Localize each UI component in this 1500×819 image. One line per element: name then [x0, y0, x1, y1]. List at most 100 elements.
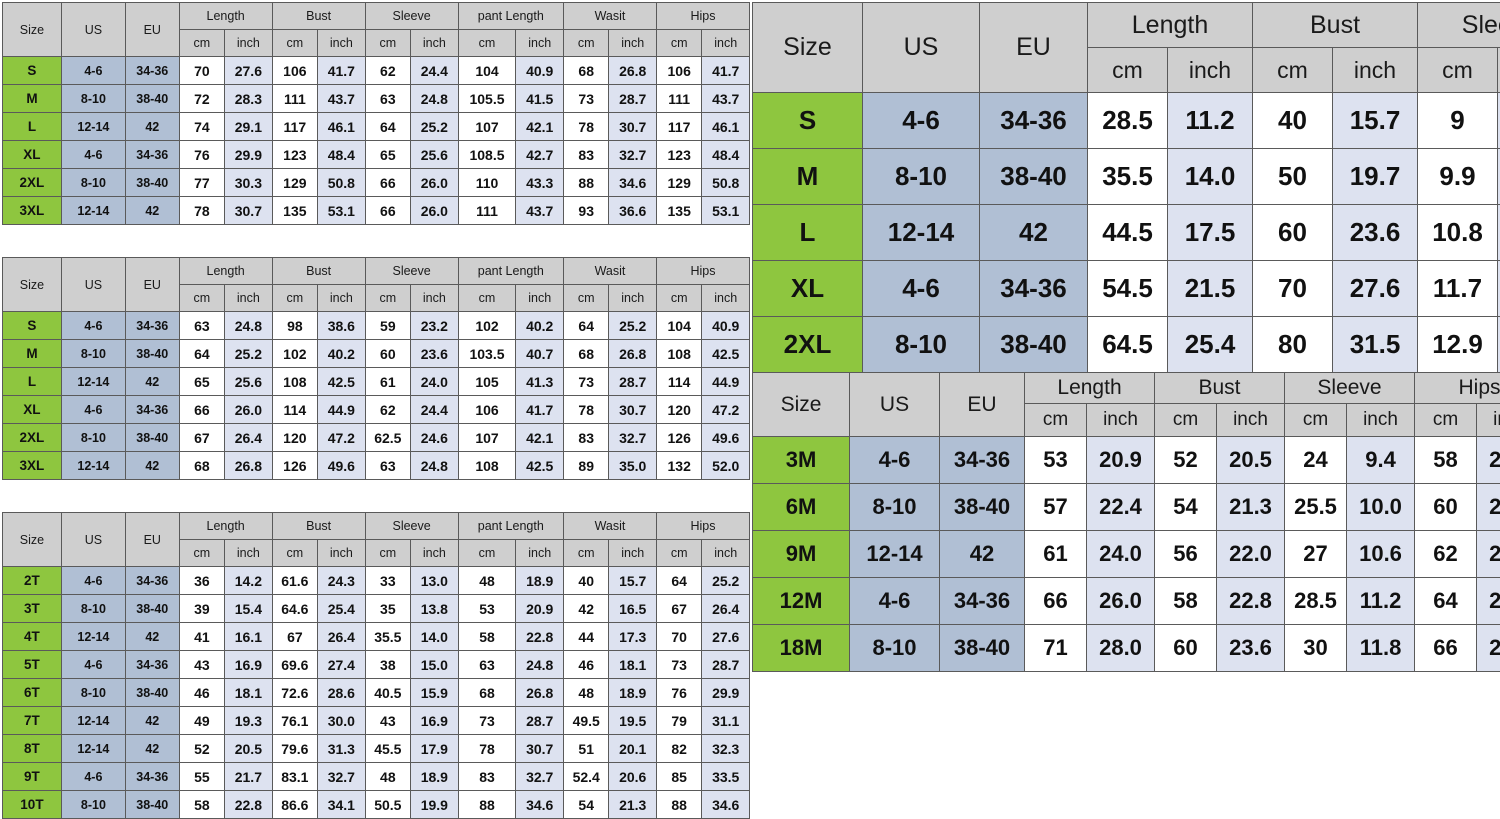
cell-measure-cm: 67 [272, 623, 317, 651]
cell-us: 12-14 [61, 623, 125, 651]
cell-measure-cm: 76 [656, 679, 701, 707]
cell-measure-inch: 26.8 [609, 340, 657, 368]
cell-measure-cm: 54 [563, 791, 608, 819]
cell-measure-cm: 65 [179, 368, 224, 396]
cell-measure-inch: 53.1 [318, 197, 366, 225]
cell-measure-inch: 19.7 [1333, 149, 1418, 205]
cell-measure-inch: 24.0 [411, 368, 459, 396]
cell-measure-cm: 74 [179, 113, 224, 141]
cell-measure-cm: 86.6 [272, 791, 317, 819]
cell-measure-inch: 23.6 [1333, 205, 1418, 261]
header-unit-cm: cm [1025, 404, 1087, 437]
cell-measure-cm: 35 [365, 595, 410, 623]
header-unit-inch: inch [411, 540, 459, 567]
cell-measure-cm: 106 [656, 57, 701, 85]
cell-measure-inch: 9.4 [1347, 437, 1415, 484]
header-unit-inch: inch [609, 285, 657, 312]
header-unit-inch: inch [516, 30, 564, 57]
header-unit-cm: cm [272, 30, 317, 57]
header-group-bust: Bust [272, 3, 365, 30]
cell-measure-cm: 59 [365, 312, 410, 340]
cell-measure-cm: 35.5 [1088, 149, 1168, 205]
cell-measure-inch: 29.9 [702, 679, 750, 707]
cell-measure-cm: 61.6 [272, 567, 317, 595]
cell-measure-cm: 85 [656, 763, 701, 791]
cell-measure-cm: 108.5 [458, 141, 516, 169]
cell-measure-inch: 23.6 [1477, 484, 1500, 531]
cell-measure-inch: 18.9 [516, 567, 564, 595]
cell-measure-cm: 76.1 [272, 707, 317, 735]
cell-eu: 42 [125, 735, 179, 763]
cell-us: 12-14 [61, 452, 125, 480]
cell-measure-cm: 28.5 [1088, 93, 1168, 149]
header-unit-inch: inch [702, 285, 750, 312]
cell-measure-cm: 62 [365, 396, 410, 424]
cell-measure-cm: 60 [365, 340, 410, 368]
cell-measure-inch: 40.9 [516, 57, 564, 85]
cell-measure-inch: 32.7 [609, 424, 657, 452]
cell-measure-inch: 38.6 [318, 312, 366, 340]
cell-us: 12-14 [850, 531, 940, 578]
header-unit-cm: cm [272, 285, 317, 312]
cell-measure-inch: 34.6 [609, 169, 657, 197]
cell-measure-inch: 22.0 [1217, 531, 1285, 578]
cell-measure-cm: 83.1 [272, 763, 317, 791]
cell-size: 5T [3, 651, 62, 679]
cell-measure-cm: 57 [1025, 484, 1087, 531]
cell-size: M [3, 85, 62, 113]
cell-measure-cm: 43 [179, 651, 224, 679]
cell-measure-inch: 43.7 [702, 85, 750, 113]
cell-measure-inch: 20.6 [609, 763, 657, 791]
cell-size: L [3, 368, 62, 396]
header-unit-cm: cm [458, 30, 516, 57]
cell-measure-inch: 25.6 [225, 368, 273, 396]
cell-measure-cm: 66 [179, 396, 224, 424]
cell-measure-inch: 20.9 [516, 595, 564, 623]
cell-measure-cm: 70 [179, 57, 224, 85]
cell-size: L [753, 205, 863, 261]
header-group-hips: Hips [656, 513, 749, 540]
header-unit-inch: inch [1217, 404, 1285, 437]
cell-measure-cm: 27 [1285, 531, 1347, 578]
cell-measure-inch: 20.5 [1217, 437, 1285, 484]
cell-measure-cm: 60 [1253, 205, 1333, 261]
cell-measure-inch: 35.0 [609, 452, 657, 480]
cell-measure-cm: 50.5 [365, 791, 410, 819]
cell-measure-inch: 29.9 [225, 141, 273, 169]
cell-measure-inch: 21.7 [225, 763, 273, 791]
cell-measure-cm: 80 [1253, 317, 1333, 373]
cell-measure-cm: 66 [1025, 578, 1087, 625]
cell-measure-inch: 40.9 [702, 312, 750, 340]
cell-measure-cm: 72.6 [272, 679, 317, 707]
cell-measure-cm: 45.5 [365, 735, 410, 763]
cell-measure-cm: 61 [365, 368, 410, 396]
cell-us: 4-6 [61, 396, 125, 424]
cell-measure-inch: 15.9 [411, 679, 459, 707]
cell-measure-cm: 78 [179, 197, 224, 225]
cell-measure-inch: 17.3 [609, 623, 657, 651]
cell-measure-cm: 78 [458, 735, 516, 763]
cell-measure-inch: 15.7 [1333, 93, 1418, 149]
cell-measure-cm: 111 [656, 85, 701, 113]
cell-us: 8-10 [61, 791, 125, 819]
header-unit-inch: inch [318, 540, 366, 567]
cell-measure-inch: 50.8 [702, 169, 750, 197]
cell-measure-inch: 25.4 [318, 595, 366, 623]
cell-size: 7T [3, 707, 62, 735]
cell-size: 3XL [3, 452, 62, 480]
cell-measure-inch: 22.8 [1217, 578, 1285, 625]
cell-measure-cm: 93 [563, 197, 608, 225]
header-eu: EU [125, 3, 179, 57]
cell-measure-inch: 10.0 [1347, 484, 1415, 531]
cell-size: M [753, 149, 863, 205]
cell-eu: 42 [125, 368, 179, 396]
cell-eu: 42 [125, 452, 179, 480]
cell-measure-inch: 25.6 [411, 141, 459, 169]
cell-measure-inch: 15.4 [225, 595, 273, 623]
cell-measure-cm: 30 [1285, 625, 1347, 672]
